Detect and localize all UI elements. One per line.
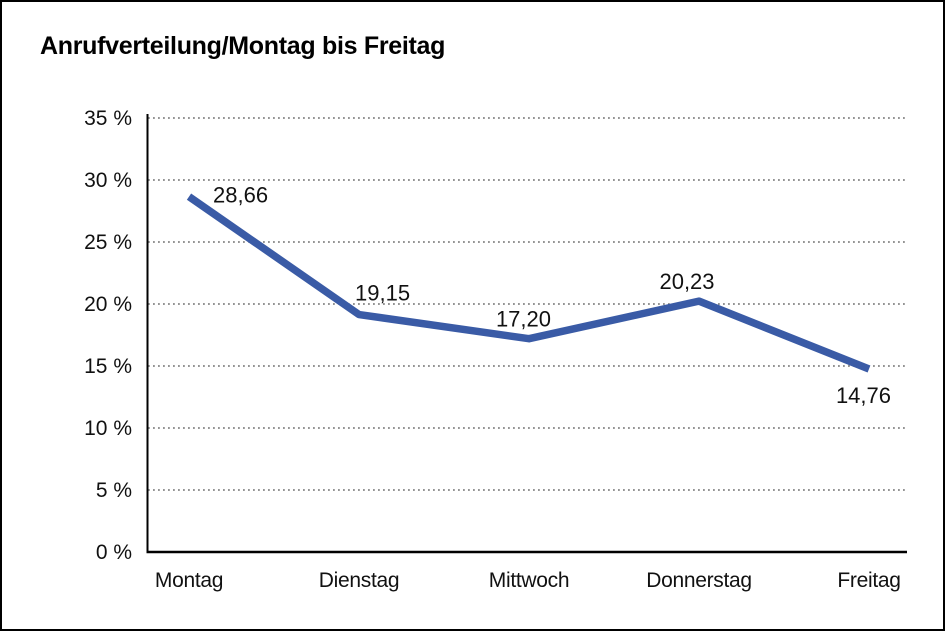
y-tick-label: 20 %: [84, 293, 132, 316]
y-tick-label: 35 %: [84, 107, 132, 130]
x-category-label: Mittwoch: [489, 569, 569, 592]
y-tick-label: 0 %: [96, 541, 132, 564]
x-category-label: Dienstag: [319, 569, 399, 592]
y-tick-label: 15 %: [84, 355, 132, 378]
chart-title: Anrufverteilung/Montag bis Freitag: [40, 32, 446, 60]
x-category-label: Montag: [155, 569, 223, 592]
data-series-line: [186, 193, 871, 373]
y-tick-label: 30 %: [84, 169, 132, 192]
y-tick-label: 10 %: [84, 417, 132, 440]
data-point-label: 14,76: [836, 383, 891, 408]
data-point-label: 28,66: [213, 183, 268, 208]
data-point-label: 17,20: [496, 307, 551, 332]
data-point-label: 20,23: [659, 269, 714, 294]
x-category-label: Freitag: [837, 569, 900, 592]
y-tick-label: 25 %: [84, 231, 132, 254]
x-category-label: Donnerstag: [646, 569, 752, 592]
data-point-label: 19,15: [355, 281, 410, 306]
y-tick-label: 5 %: [96, 479, 132, 502]
